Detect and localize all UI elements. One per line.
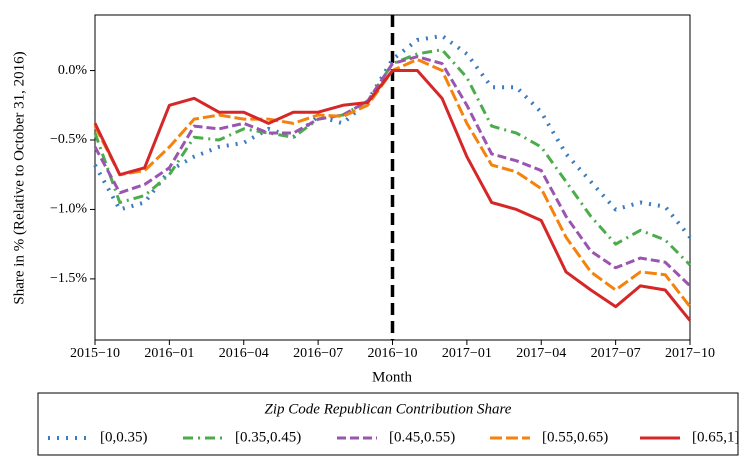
y-tick-label: 0.0% [58, 63, 88, 78]
legend-label: [0.45,0.55) [389, 429, 455, 445]
x-tick-label: 2017−01 [442, 346, 492, 361]
x-tick-label: 2015−10 [70, 346, 120, 361]
x-tick-label: 2016−07 [293, 346, 343, 361]
x-tick-label: 2017−07 [591, 346, 641, 361]
series-line [93, 48, 692, 267]
legend-box [37, 392, 739, 456]
y-tick-label: −1.0% [50, 202, 87, 217]
series-line [93, 69, 692, 322]
y-axis-label: Share in % (Relative to October 31, 2016… [11, 51, 27, 304]
legend-title: Zip Code Republican Contribution Share [265, 401, 512, 417]
x-axis-label: Month [372, 369, 413, 385]
series-line [93, 55, 692, 287]
x-tick-label: 2017−04 [516, 346, 566, 361]
y-tick-label: −0.5% [50, 132, 87, 147]
x-tick-label: 2017−10 [665, 346, 715, 361]
legend-label: [0.35,0.45) [235, 429, 301, 445]
x-tick-label: 2016−04 [219, 346, 269, 361]
series-line [93, 33, 692, 239]
y-tick-label: −1.5% [50, 271, 87, 286]
x-tick-label: 2016−01 [144, 346, 194, 361]
legend-label: [0.65,1] [692, 429, 740, 445]
legend-label: [0,0.35) [100, 429, 148, 445]
x-tick-label: 2016−10 [368, 346, 418, 361]
legend-label: [0.55,0.65) [542, 429, 608, 445]
